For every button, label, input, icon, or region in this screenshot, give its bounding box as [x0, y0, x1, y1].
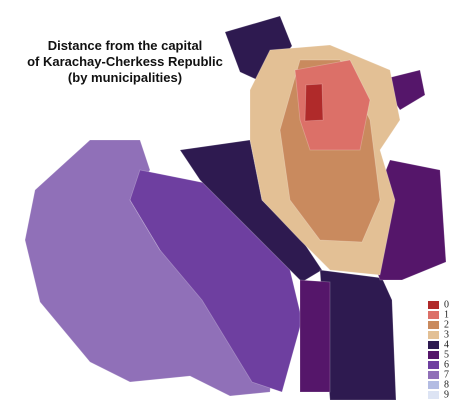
- legend-label: 9: [444, 389, 449, 400]
- legend-label: 6: [444, 359, 449, 370]
- legend-swatch: [428, 331, 439, 339]
- legend-label: 8: [444, 379, 449, 390]
- region: [299, 279, 331, 393]
- legend-label: 5: [444, 349, 449, 360]
- legend-label: 0: [444, 299, 449, 310]
- legend-label: 4: [444, 339, 449, 350]
- legend-swatch: [428, 391, 439, 399]
- legend-swatch: [428, 301, 439, 309]
- title-line: (by municipalities): [68, 70, 182, 85]
- legend-swatch: [428, 381, 439, 389]
- legend-swatch: [428, 361, 439, 369]
- legend-label: 2: [444, 319, 449, 330]
- region: [319, 269, 397, 401]
- legend-swatch: [428, 371, 439, 379]
- region: [304, 83, 324, 122]
- legend-label: 3: [444, 329, 449, 340]
- legend-swatch: [428, 311, 439, 319]
- legend-label: 1: [444, 309, 449, 320]
- legend-label: 7: [444, 369, 449, 380]
- region: [294, 59, 371, 151]
- title-line: of Karachay-Cherkess Republic: [27, 54, 223, 69]
- title-line: Distance from the capital: [48, 38, 203, 53]
- legend-swatch: [428, 351, 439, 359]
- legend-swatch: [428, 341, 439, 349]
- map-regions: [24, 15, 447, 401]
- legend-swatch: [428, 321, 439, 329]
